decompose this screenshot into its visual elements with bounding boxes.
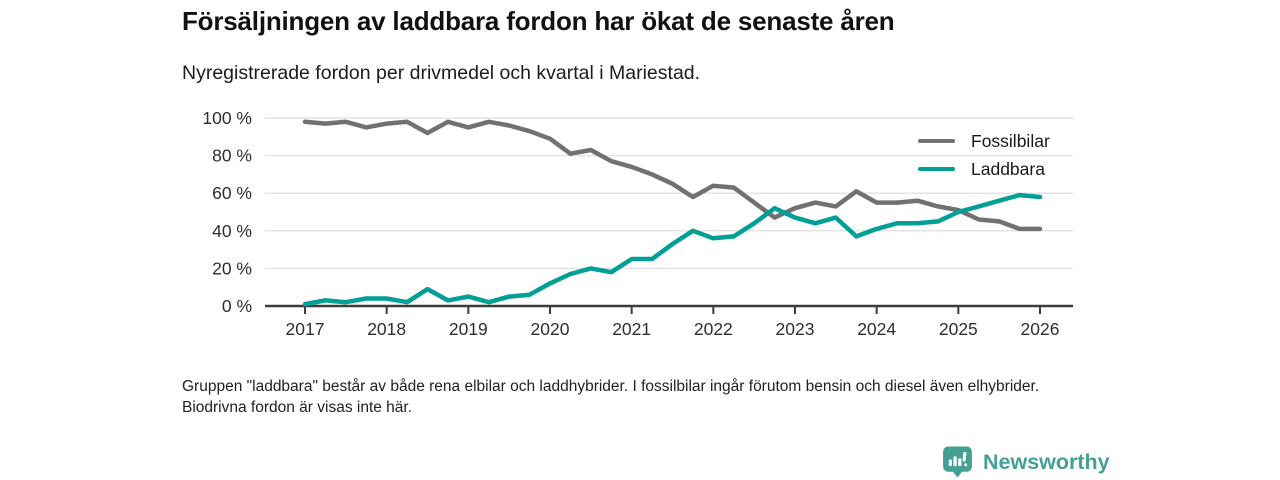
svg-text:2026: 2026 [1021,319,1060,339]
svg-text:2025: 2025 [939,319,978,339]
fossilbilar-line-swatch [918,138,955,144]
svg-text:2018: 2018 [367,319,406,339]
svg-text:2020: 2020 [531,319,570,339]
svg-text:2022: 2022 [694,319,733,339]
svg-text:0 %: 0 % [222,296,252,316]
newsworthy-logo: Newsworthy [941,445,1110,479]
svg-text:60 %: 60 % [212,183,252,203]
newsworthy-logo-icon [943,446,972,478]
svg-text:2024: 2024 [857,319,896,339]
svg-text:80 %: 80 % [212,146,252,166]
legend: Fossilbilar Laddbara [918,131,1050,179]
svg-text:2017: 2017 [286,319,325,339]
chart-title: Försäljningen av laddbara fordon har öka… [182,6,895,36]
bar-chart-glyph [948,451,968,467]
legend-item-laddbara: Laddbara [918,159,1050,179]
logo-text: Newsworthy [983,449,1110,474]
svg-text:2019: 2019 [449,319,488,339]
legend-item-fossilbilar: Fossilbilar [918,131,1050,151]
line-chart: 100 % 80 % 60 % 40 % 20 % 0 % 2017 2018 2019 2020… [202,108,1073,339]
svg-text:100 %: 100 % [202,108,252,128]
legend-label-fossilbilar: Fossilbilar [971,130,1050,151]
svg-text:20 %: 20 % [212,258,252,278]
footnote: Gruppen "laddbara" består av både rena e… [182,378,1040,416]
svg-text:2023: 2023 [776,319,815,339]
legend-label-laddbara: Laddbara [971,158,1045,179]
svg-text:40 %: 40 % [212,221,252,241]
chart-subtitle: Nyregistrerade fordon per drivmedel och … [182,62,701,84]
svg-text:2021: 2021 [612,319,651,339]
laddbara-line-swatch [918,166,955,172]
